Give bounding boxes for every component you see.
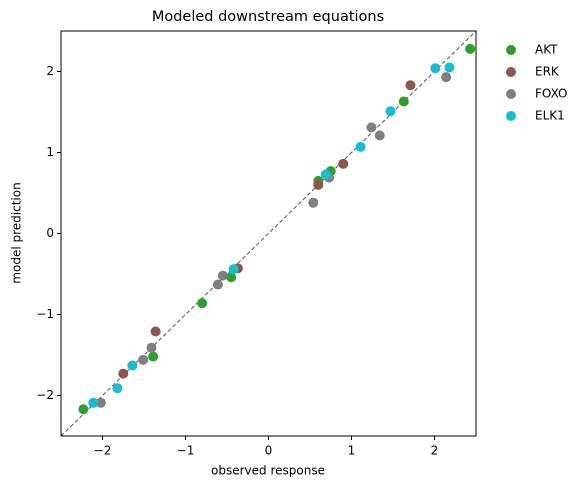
legend-marker xyxy=(506,111,516,121)
point xyxy=(430,63,441,74)
point xyxy=(441,72,452,83)
point xyxy=(366,122,377,133)
x-tick-label: 2 xyxy=(431,444,439,458)
point xyxy=(338,158,349,169)
point xyxy=(465,43,476,54)
y-tick-label: 0 xyxy=(46,226,54,240)
point xyxy=(146,342,157,353)
legend-marker xyxy=(506,67,516,77)
point xyxy=(320,169,331,180)
point xyxy=(127,360,138,371)
x-tick-label: −1 xyxy=(177,444,195,458)
plot-frame xyxy=(60,30,477,437)
point xyxy=(78,404,89,415)
point xyxy=(212,279,223,290)
x-axis-label: observed response xyxy=(211,464,325,478)
point xyxy=(355,141,366,152)
point xyxy=(444,62,455,73)
point xyxy=(313,179,324,190)
y-axis-label: model prediction xyxy=(10,182,24,283)
y-tick-label: −1 xyxy=(36,307,54,321)
legend-label: ERK xyxy=(535,65,560,79)
legend-marker xyxy=(506,45,516,55)
point xyxy=(148,351,159,362)
point xyxy=(138,354,149,365)
legend-label: FOXO xyxy=(535,87,567,101)
point xyxy=(374,130,385,141)
x-tick-label: −2 xyxy=(94,444,112,458)
chart-title: Modeled downstream equations xyxy=(152,9,384,25)
point xyxy=(308,197,319,208)
point xyxy=(95,397,106,408)
y-tick-label: −2 xyxy=(36,388,54,402)
point xyxy=(217,270,228,281)
point xyxy=(88,397,99,408)
y-tick-label: 2 xyxy=(46,64,54,78)
point xyxy=(118,368,129,379)
legend-marker xyxy=(506,89,516,99)
x-tick-label: 1 xyxy=(348,444,356,458)
point xyxy=(112,383,123,394)
point xyxy=(226,272,237,283)
point xyxy=(398,96,409,107)
legend-label: ELK1 xyxy=(535,109,565,123)
y-tick-label: 1 xyxy=(46,145,54,159)
point xyxy=(385,106,396,117)
legend-label: AKT xyxy=(535,43,558,57)
point xyxy=(197,298,208,309)
x-tick-label: 0 xyxy=(265,444,273,458)
point xyxy=(150,326,161,337)
point xyxy=(228,264,239,275)
point xyxy=(405,80,416,91)
